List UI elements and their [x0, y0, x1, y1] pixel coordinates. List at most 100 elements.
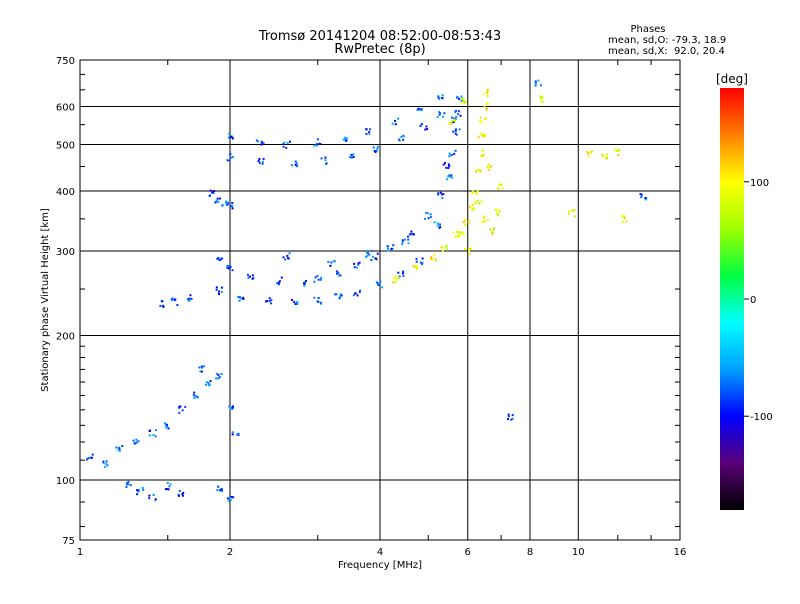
data-point: [401, 239, 404, 242]
data-point: [195, 395, 198, 398]
data-point: [471, 192, 474, 195]
data-point: [366, 254, 369, 257]
data-point: [218, 290, 220, 293]
data-point: [463, 100, 466, 103]
data-point: [166, 425, 169, 428]
data-point: [445, 166, 448, 169]
data-point: [402, 135, 405, 138]
data-point: [392, 281, 395, 284]
data-point: [448, 152, 451, 155]
data-point: [616, 149, 619, 152]
data-point: [240, 297, 243, 300]
data-point: [154, 498, 157, 501]
data-point: [471, 207, 474, 210]
data-point: [426, 128, 429, 131]
data-point: [571, 209, 574, 212]
data-point: [218, 293, 220, 295]
data-point: [201, 370, 203, 373]
data-point: [337, 272, 340, 275]
data-point: [262, 157, 265, 160]
data-point: [436, 222, 439, 225]
data-point: [137, 440, 140, 443]
data-point: [104, 462, 107, 465]
grid-lines: [80, 60, 680, 540]
data-point: [442, 115, 444, 118]
data-point: [280, 276, 283, 279]
data-point: [425, 211, 428, 214]
data-point: [270, 302, 273, 305]
data-point: [229, 407, 232, 409]
data-point: [540, 100, 543, 103]
data-point: [480, 133, 483, 136]
data-point: [369, 128, 372, 131]
data-point: [436, 116, 439, 118]
data-point: [483, 217, 486, 219]
data-point: [228, 265, 231, 268]
data-point: [247, 273, 249, 276]
data-point: [315, 143, 318, 145]
data-point: [148, 497, 151, 500]
data-point: [190, 298, 193, 300]
data-point: [475, 169, 478, 172]
data-point: [375, 257, 377, 260]
data-point: [456, 235, 459, 238]
data-point: [209, 380, 212, 383]
data-point: [358, 261, 361, 264]
data-point: [573, 209, 576, 212]
data-point: [476, 200, 479, 203]
data-point: [288, 252, 291, 255]
data-point: [355, 266, 358, 269]
y-tick-label: 750: [56, 56, 75, 67]
data-point: [325, 162, 328, 165]
data-point: [489, 165, 492, 168]
data-point: [368, 253, 371, 256]
data-point: [586, 150, 589, 153]
y-tick-label: 100: [56, 476, 75, 487]
data-point: [450, 153, 453, 156]
data-point: [441, 94, 444, 97]
data-point: [474, 192, 477, 195]
data-point: [460, 231, 463, 234]
data-point: [230, 136, 233, 138]
data-point: [478, 202, 481, 205]
data-point: [568, 210, 571, 213]
data-point: [133, 442, 136, 445]
data-point: [229, 265, 232, 268]
y-tick-label: 600: [56, 103, 75, 114]
data-point: [483, 220, 485, 223]
data-point: [461, 232, 464, 234]
data-point: [453, 118, 456, 121]
data-point: [587, 155, 590, 158]
y-tick-label: 300: [56, 247, 75, 258]
data-point: [400, 135, 403, 138]
data-point: [316, 138, 319, 141]
data-point: [224, 201, 227, 204]
data-point: [438, 110, 440, 113]
data-point: [315, 144, 318, 147]
data-point: [332, 260, 335, 263]
data-point: [398, 275, 401, 278]
data-point: [282, 145, 285, 148]
data-point: [231, 202, 234, 204]
data-point: [415, 265, 418, 268]
data-point: [375, 281, 378, 284]
data-point: [451, 176, 454, 179]
y-tick-label: 75: [62, 536, 75, 547]
data-point: [460, 101, 463, 104]
data-point: [486, 219, 489, 222]
data-point: [482, 135, 485, 137]
data-point: [152, 434, 155, 437]
data-point: [182, 494, 184, 497]
data-point: [278, 280, 281, 283]
data-point: [606, 156, 609, 159]
data-point: [285, 146, 288, 149]
data-point: [507, 413, 510, 416]
data-point: [217, 377, 220, 380]
data-point: [216, 489, 219, 492]
data-point: [129, 484, 132, 487]
data-point: [381, 286, 384, 289]
data-point: [444, 246, 447, 249]
data-point: [286, 257, 289, 260]
y-tick-label: 500: [56, 141, 75, 152]
data-point: [534, 84, 537, 87]
